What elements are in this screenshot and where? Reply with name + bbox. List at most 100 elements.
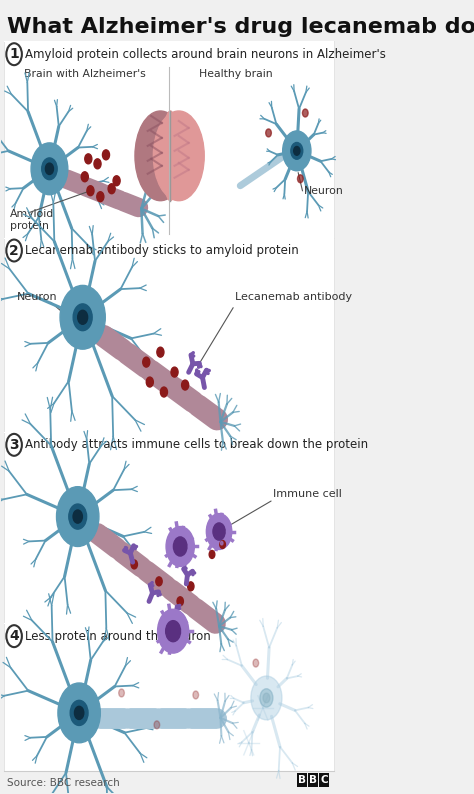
Circle shape (175, 615, 178, 619)
Circle shape (56, 487, 99, 546)
Circle shape (42, 158, 57, 179)
Circle shape (58, 683, 100, 742)
Text: Antibody attracts immune cells to break down the protein: Antibody attracts immune cells to break … (26, 438, 369, 451)
Text: Immune cell: Immune cell (273, 488, 342, 499)
Circle shape (78, 310, 88, 324)
Circle shape (108, 183, 115, 194)
Circle shape (182, 629, 185, 634)
Circle shape (94, 159, 101, 169)
Text: Lecanemab antibody: Lecanemab antibody (235, 292, 352, 303)
Text: Lecanemab antibody sticks to amyloid protein: Lecanemab antibody sticks to amyloid pro… (26, 244, 299, 257)
Circle shape (211, 522, 213, 526)
FancyBboxPatch shape (3, 41, 334, 237)
Circle shape (163, 620, 166, 625)
Circle shape (157, 609, 189, 653)
Circle shape (166, 621, 181, 642)
Text: What Alzheimer's drug lecanemab does: What Alzheimer's drug lecanemab does (7, 17, 474, 37)
Circle shape (209, 550, 215, 558)
Circle shape (213, 523, 225, 540)
Circle shape (294, 146, 300, 156)
FancyBboxPatch shape (3, 623, 334, 624)
Text: Neuron: Neuron (304, 186, 344, 196)
Text: B: B (309, 775, 317, 784)
Circle shape (160, 387, 167, 397)
Text: Amyloid
protein: Amyloid protein (10, 209, 54, 231)
Circle shape (70, 700, 88, 726)
Circle shape (171, 553, 174, 557)
FancyBboxPatch shape (319, 773, 329, 787)
Circle shape (182, 557, 184, 561)
Ellipse shape (135, 111, 186, 201)
Text: Neuron: Neuron (17, 292, 57, 303)
Circle shape (31, 143, 68, 195)
FancyBboxPatch shape (3, 432, 334, 433)
Circle shape (206, 514, 232, 549)
Text: Healthy brain: Healthy brain (199, 69, 273, 79)
Circle shape (251, 676, 282, 720)
Circle shape (266, 129, 272, 137)
Circle shape (146, 377, 154, 387)
Circle shape (211, 537, 213, 541)
Circle shape (182, 532, 184, 536)
Circle shape (220, 518, 223, 522)
Circle shape (73, 510, 82, 523)
Circle shape (227, 530, 229, 534)
Text: C: C (320, 775, 328, 784)
Circle shape (188, 545, 191, 549)
Circle shape (220, 541, 226, 549)
Circle shape (291, 142, 303, 160)
Circle shape (188, 582, 194, 591)
Circle shape (298, 175, 303, 183)
Circle shape (87, 186, 94, 195)
Circle shape (263, 693, 270, 703)
Circle shape (163, 638, 166, 642)
Text: Amyloid protein collects around brain neurons in Alzheimer's: Amyloid protein collects around brain ne… (26, 48, 386, 60)
Circle shape (131, 560, 137, 569)
Text: 4: 4 (9, 629, 19, 643)
Circle shape (193, 691, 199, 699)
Circle shape (283, 131, 311, 171)
Circle shape (253, 659, 259, 667)
FancyBboxPatch shape (3, 41, 334, 42)
Circle shape (175, 643, 178, 648)
Ellipse shape (154, 111, 204, 201)
FancyBboxPatch shape (308, 773, 318, 787)
Circle shape (143, 357, 150, 367)
Circle shape (182, 380, 189, 390)
Circle shape (69, 504, 87, 529)
Circle shape (171, 367, 178, 377)
Text: 3: 3 (9, 437, 19, 452)
Circle shape (74, 707, 84, 719)
Circle shape (73, 304, 92, 330)
Circle shape (156, 577, 162, 586)
Circle shape (260, 688, 273, 707)
Circle shape (46, 163, 54, 175)
Circle shape (157, 347, 164, 357)
Circle shape (118, 689, 124, 697)
FancyBboxPatch shape (3, 432, 334, 623)
Text: B: B (298, 775, 306, 784)
Circle shape (220, 542, 223, 545)
Circle shape (154, 721, 160, 729)
Text: Less protein around the neuron: Less protein around the neuron (26, 630, 211, 642)
Circle shape (97, 191, 104, 202)
FancyBboxPatch shape (3, 237, 334, 432)
Text: Source: BBC research: Source: BBC research (7, 777, 120, 788)
Text: Brain with Alzheimer's: Brain with Alzheimer's (24, 69, 146, 79)
Circle shape (166, 526, 194, 566)
FancyBboxPatch shape (297, 773, 307, 787)
Circle shape (173, 537, 187, 556)
Ellipse shape (163, 111, 178, 201)
FancyBboxPatch shape (3, 237, 334, 238)
Circle shape (177, 597, 183, 606)
Circle shape (171, 537, 174, 541)
Text: 1: 1 (9, 47, 19, 61)
Circle shape (102, 150, 109, 160)
Circle shape (60, 285, 105, 349)
Circle shape (113, 175, 120, 186)
Text: 2: 2 (9, 244, 19, 257)
FancyBboxPatch shape (3, 623, 334, 771)
Circle shape (85, 154, 92, 164)
Circle shape (81, 172, 88, 182)
Circle shape (302, 109, 308, 117)
